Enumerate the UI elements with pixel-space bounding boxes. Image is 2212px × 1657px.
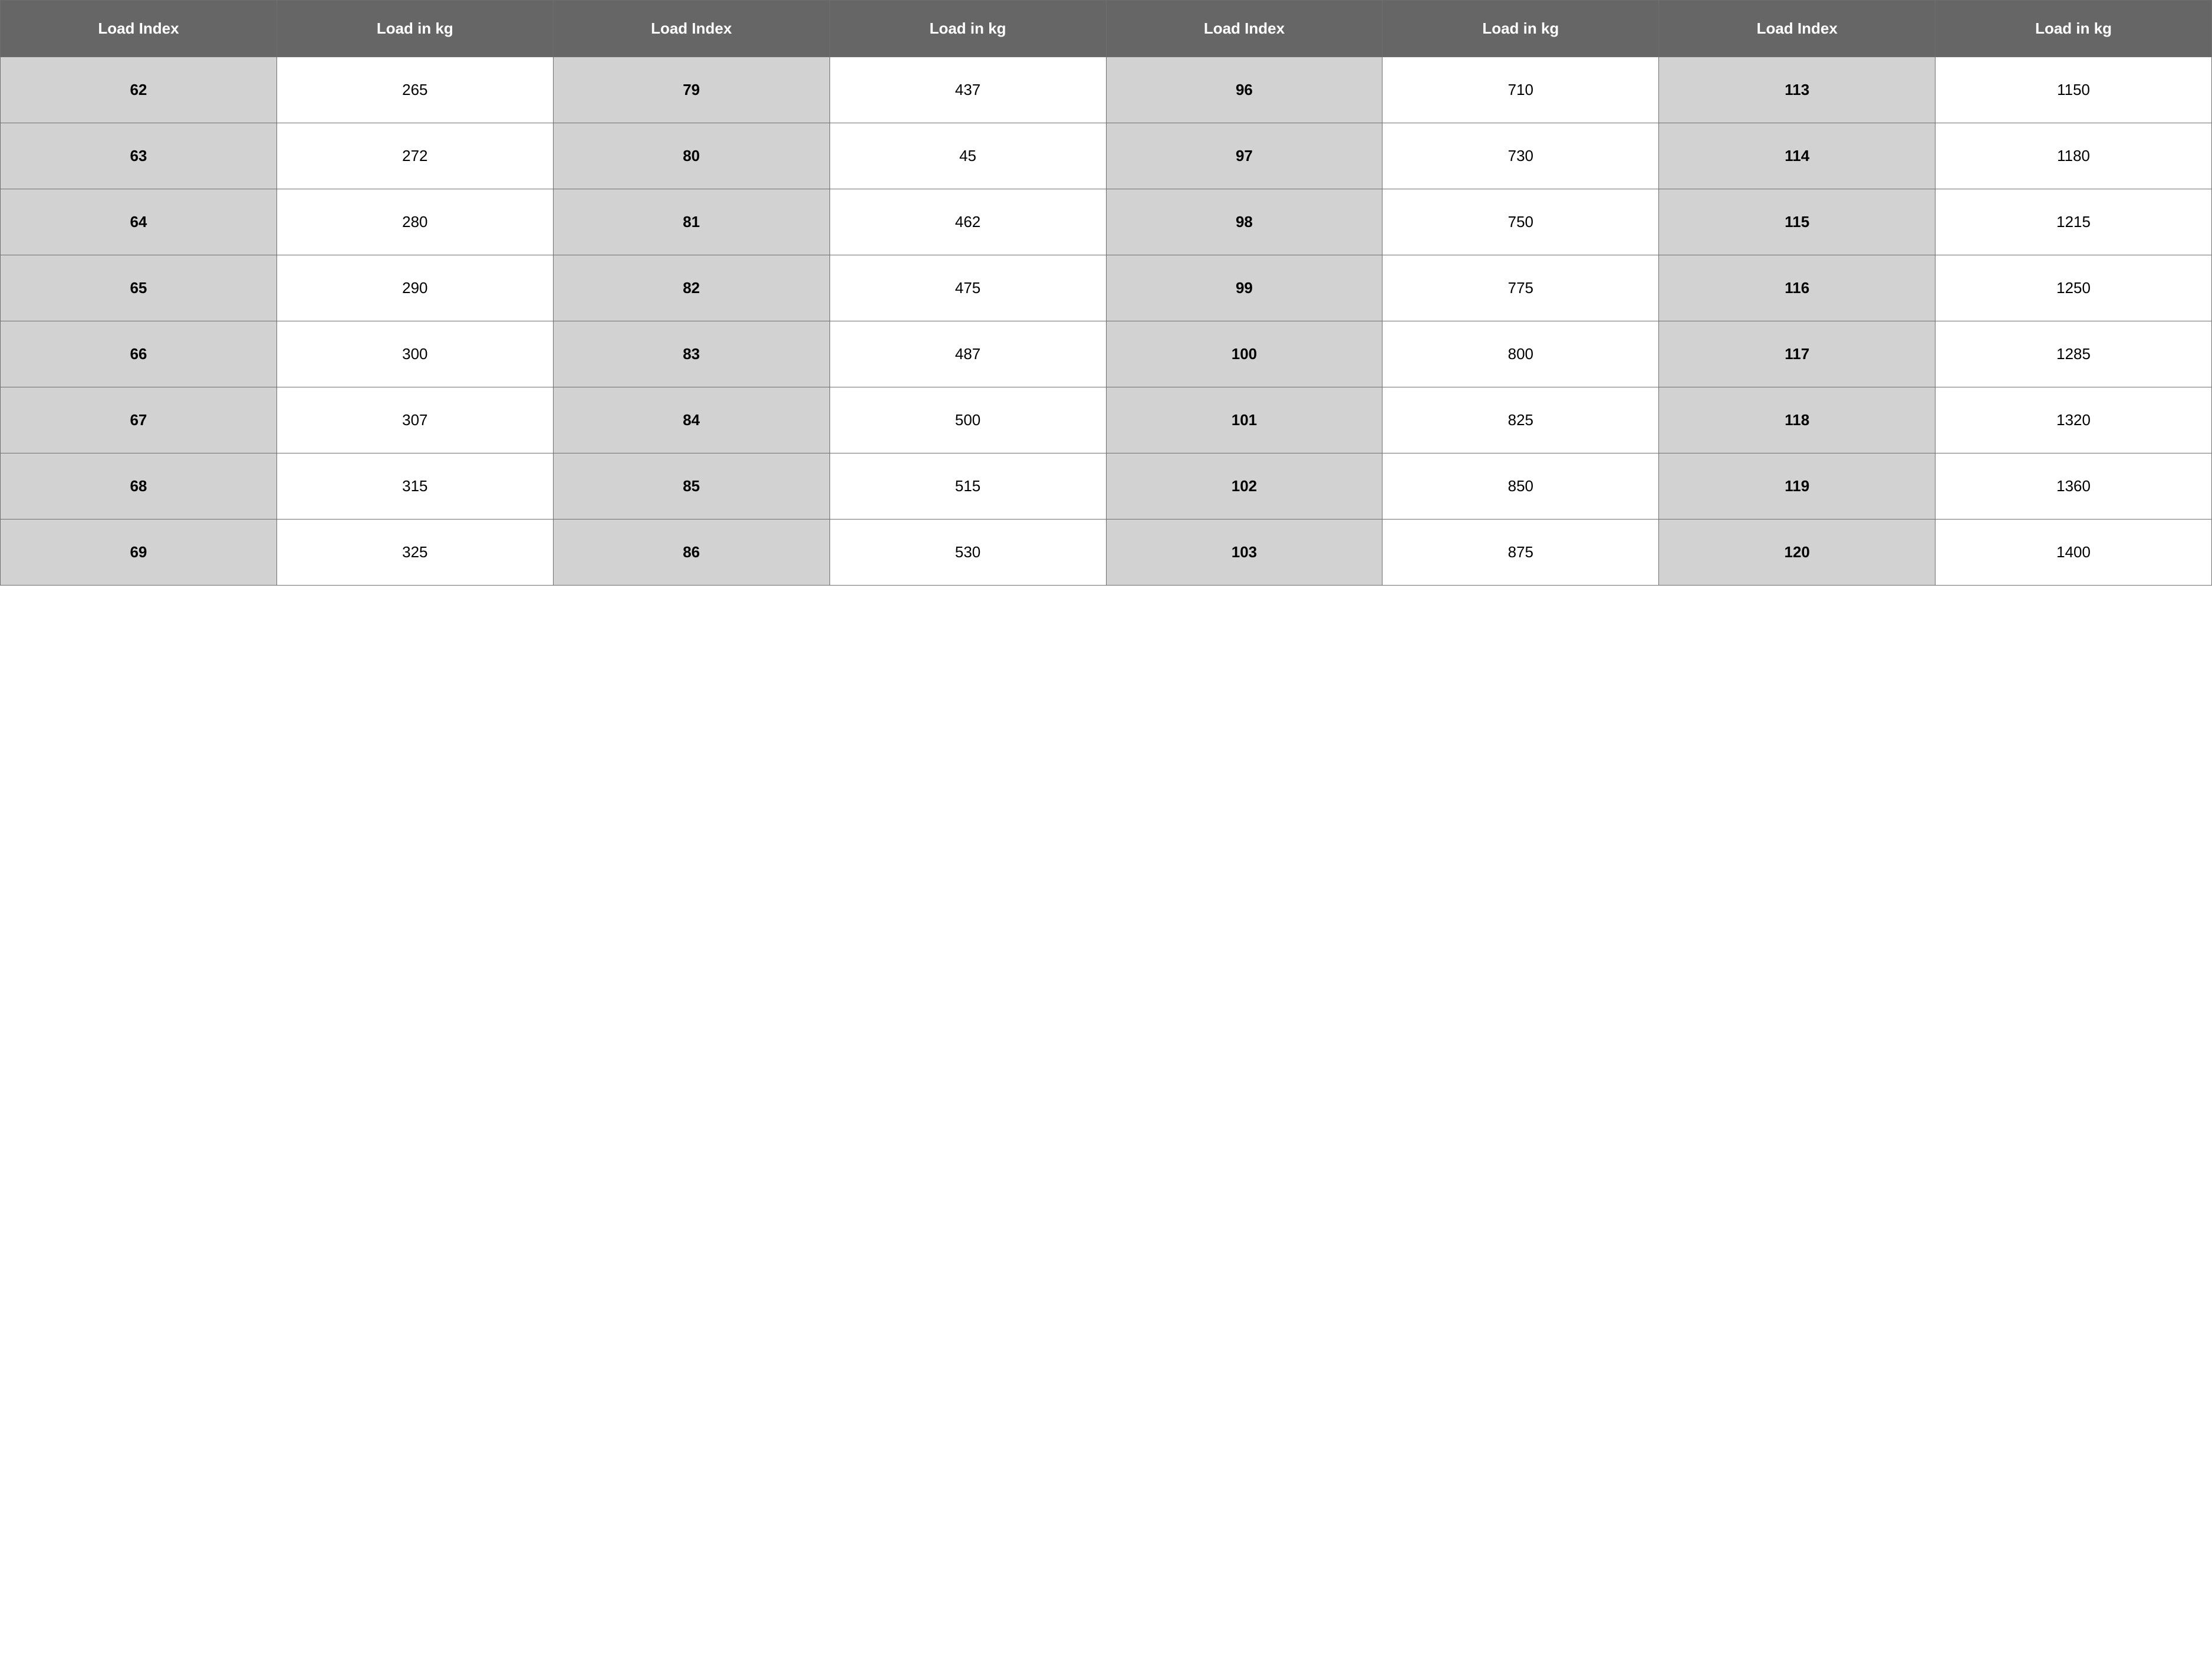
col-header: Load Index xyxy=(1,1,277,57)
load-kg-cell: 1180 xyxy=(1936,123,2212,189)
load-kg-cell: 750 xyxy=(1382,189,1659,255)
load-kg-cell: 265 xyxy=(276,57,553,123)
load-index-cell: 102 xyxy=(1106,453,1382,520)
load-kg-cell: 307 xyxy=(276,387,553,453)
load-kg-cell: 1285 xyxy=(1936,321,2212,387)
load-kg-cell: 45 xyxy=(830,123,1106,189)
table-row: 68 315 85 515 102 850 119 1360 xyxy=(1,453,2212,520)
load-index-cell: 113 xyxy=(1659,57,1936,123)
header-row: Load Index Load in kg Load Index Load in… xyxy=(1,1,2212,57)
load-kg-cell: 462 xyxy=(830,189,1106,255)
load-kg-cell: 487 xyxy=(830,321,1106,387)
load-index-table: Load Index Load in kg Load Index Load in… xyxy=(0,0,2212,586)
col-header: Load Index xyxy=(1106,1,1382,57)
load-index-cell: 62 xyxy=(1,57,277,123)
load-kg-cell: 710 xyxy=(1382,57,1659,123)
load-index-cell: 82 xyxy=(553,255,830,321)
load-index-cell: 63 xyxy=(1,123,277,189)
load-index-cell: 80 xyxy=(553,123,830,189)
load-kg-cell: 437 xyxy=(830,57,1106,123)
load-index-cell: 96 xyxy=(1106,57,1382,123)
load-index-cell: 65 xyxy=(1,255,277,321)
load-kg-cell: 775 xyxy=(1382,255,1659,321)
load-kg-cell: 325 xyxy=(276,520,553,586)
load-kg-cell: 272 xyxy=(276,123,553,189)
load-index-cell: 67 xyxy=(1,387,277,453)
load-kg-cell: 730 xyxy=(1382,123,1659,189)
load-index-cell: 66 xyxy=(1,321,277,387)
load-index-cell: 119 xyxy=(1659,453,1936,520)
col-header: Load in kg xyxy=(1382,1,1659,57)
col-header: Load in kg xyxy=(276,1,553,57)
load-kg-cell: 1150 xyxy=(1936,57,2212,123)
load-index-cell: 101 xyxy=(1106,387,1382,453)
load-index-cell: 69 xyxy=(1,520,277,586)
load-kg-cell: 475 xyxy=(830,255,1106,321)
load-index-cell: 99 xyxy=(1106,255,1382,321)
table-row: 62 265 79 437 96 710 113 1150 xyxy=(1,57,2212,123)
load-kg-cell: 300 xyxy=(276,321,553,387)
table-row: 67 307 84 500 101 825 118 1320 xyxy=(1,387,2212,453)
col-header: Load in kg xyxy=(1936,1,2212,57)
load-index-cell: 79 xyxy=(553,57,830,123)
load-kg-cell: 1250 xyxy=(1936,255,2212,321)
load-kg-cell: 500 xyxy=(830,387,1106,453)
load-kg-cell: 290 xyxy=(276,255,553,321)
load-index-cell: 100 xyxy=(1106,321,1382,387)
load-kg-cell: 800 xyxy=(1382,321,1659,387)
load-kg-cell: 315 xyxy=(276,453,553,520)
col-header: Load Index xyxy=(1659,1,1936,57)
load-kg-cell: 280 xyxy=(276,189,553,255)
table-body: 62 265 79 437 96 710 113 1150 63 272 80 … xyxy=(1,57,2212,586)
load-index-cell: 116 xyxy=(1659,255,1936,321)
col-header: Load in kg xyxy=(830,1,1106,57)
load-index-cell: 115 xyxy=(1659,189,1936,255)
load-kg-cell: 850 xyxy=(1382,453,1659,520)
table-row: 69 325 86 530 103 875 120 1400 xyxy=(1,520,2212,586)
load-index-cell: 85 xyxy=(553,453,830,520)
load-kg-cell: 1360 xyxy=(1936,453,2212,520)
load-index-cell: 117 xyxy=(1659,321,1936,387)
load-index-cell: 86 xyxy=(553,520,830,586)
table-row: 65 290 82 475 99 775 116 1250 xyxy=(1,255,2212,321)
load-index-cell: 114 xyxy=(1659,123,1936,189)
load-index-cell: 97 xyxy=(1106,123,1382,189)
load-kg-cell: 1320 xyxy=(1936,387,2212,453)
col-header: Load Index xyxy=(553,1,830,57)
load-index-cell: 84 xyxy=(553,387,830,453)
table-row: 63 272 80 45 97 730 114 1180 xyxy=(1,123,2212,189)
load-kg-cell: 515 xyxy=(830,453,1106,520)
load-index-cell: 103 xyxy=(1106,520,1382,586)
load-kg-cell: 1400 xyxy=(1936,520,2212,586)
load-kg-cell: 1215 xyxy=(1936,189,2212,255)
load-kg-cell: 530 xyxy=(830,520,1106,586)
load-index-cell: 81 xyxy=(553,189,830,255)
load-index-cell: 98 xyxy=(1106,189,1382,255)
table-row: 64 280 81 462 98 750 115 1215 xyxy=(1,189,2212,255)
load-index-cell: 64 xyxy=(1,189,277,255)
load-index-cell: 68 xyxy=(1,453,277,520)
load-index-cell: 118 xyxy=(1659,387,1936,453)
load-index-cell: 120 xyxy=(1659,520,1936,586)
table-row: 66 300 83 487 100 800 117 1285 xyxy=(1,321,2212,387)
load-index-cell: 83 xyxy=(553,321,830,387)
load-kg-cell: 825 xyxy=(1382,387,1659,453)
load-kg-cell: 875 xyxy=(1382,520,1659,586)
table-header: Load Index Load in kg Load Index Load in… xyxy=(1,1,2212,57)
